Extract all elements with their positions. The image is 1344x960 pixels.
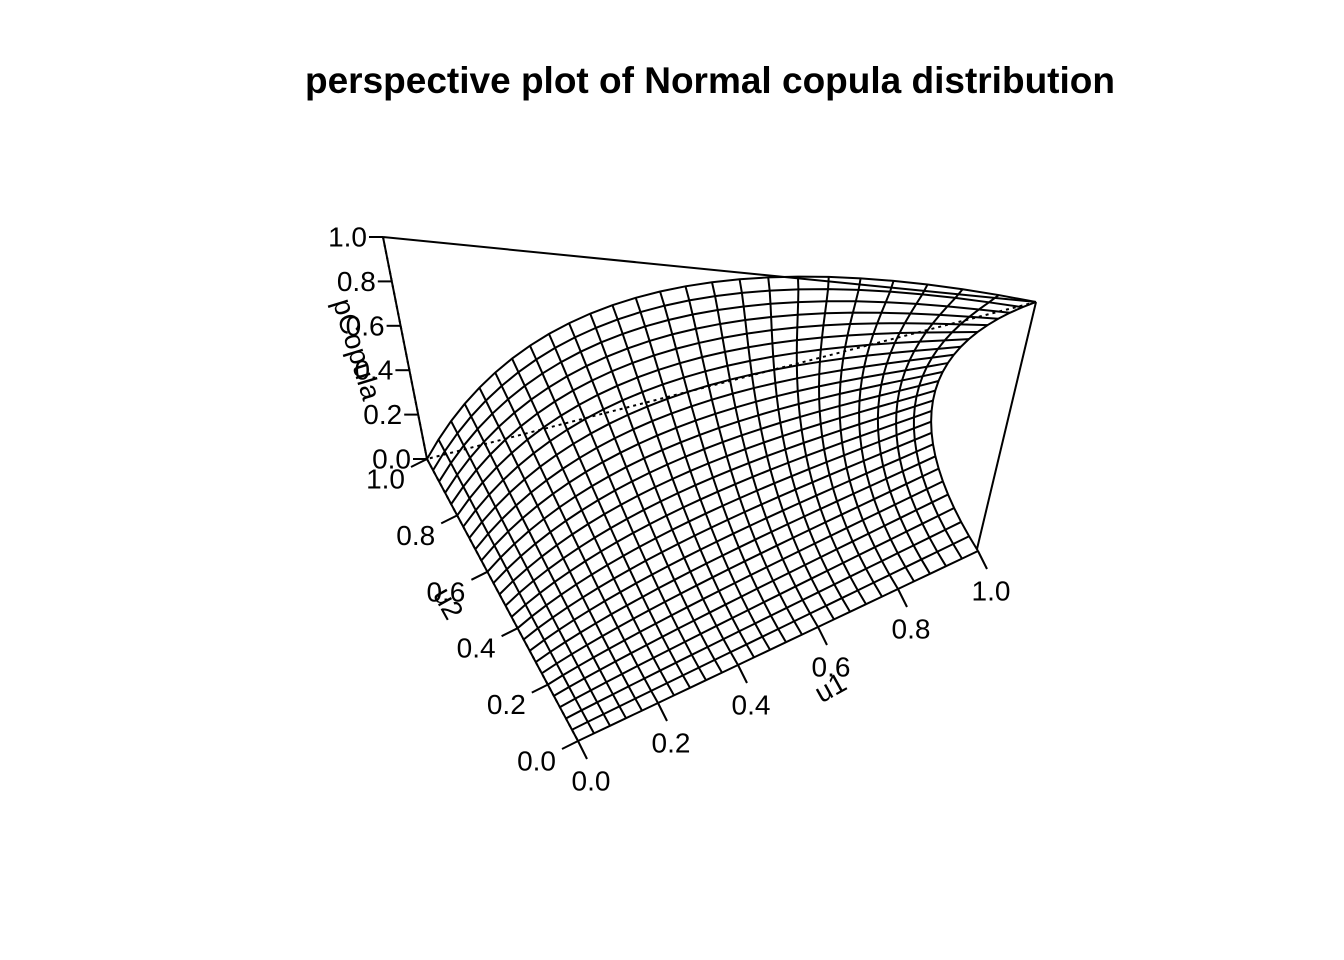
x-tick-mark [657,702,668,722]
box-edge [976,301,1037,550]
mesh-line-u1 [504,399,934,607]
mesh-line-u1 [559,507,955,709]
y-tick-label: 0.0 [517,746,556,777]
z-tick-label: 1.0 [328,222,367,253]
mesh-line-u2 [568,322,723,674]
mesh-line-u1 [547,480,944,686]
mesh-line-u2 [437,439,595,734]
y-tick-mark [410,458,428,468]
mesh-line-u2 [738,279,835,620]
mesh-line-u2 [912,294,1000,560]
mesh-line-u1 [444,311,999,494]
y-tick-label: 0.6 [426,576,465,607]
mesh-line-u1 [480,362,949,562]
mesh-line-u1 [456,330,978,516]
mesh-line-u2 [711,282,819,628]
mesh-line-u1 [565,521,962,720]
y-tick-label: 1.0 [366,464,405,495]
z-tick-label: 0.8 [337,266,376,297]
chart-title: perspective plot of Normal copula distri… [305,60,1115,101]
mesh-line-u2 [659,291,787,643]
mesh-line-u2 [818,276,883,598]
box-edge [382,236,428,460]
y-tick-label: 0.4 [457,633,496,664]
mesh-line-u1 [450,322,988,505]
mesh-line-u2 [511,358,675,696]
z-tick-label: 0.4 [354,355,393,386]
y-tick-mark [501,627,519,638]
mesh-line-u1 [468,345,961,539]
mesh-line-u1 [474,353,955,550]
mesh-line-u1 [571,535,970,731]
mesh-line-u2 [684,286,803,636]
mesh-line-u2 [930,301,1037,552]
mesh-line-u2 [611,304,755,658]
y-tick-mark [561,740,579,750]
box-edge [382,236,1037,303]
mesh-line-u1 [523,431,932,641]
mesh-line-u1 [432,288,1023,471]
x-tick-mark [977,550,988,570]
mesh-line-u1 [426,275,1037,460]
mesh-line-u1 [498,389,936,596]
box-edges [382,236,1037,550]
mesh-line-u2 [548,333,707,681]
x-tick-label: 0.0 [572,766,611,797]
mesh-line-u1 [462,338,969,528]
x-tick-mark [577,740,588,760]
y-axis: 0.0 0.2 0.4 0.6 0.8 1.0 [366,458,579,777]
z-tick-label: 0.2 [363,399,402,430]
x-tick-mark [737,664,748,684]
mesh-line-u1 [535,455,936,663]
x-tick-label: 1.0 [972,576,1011,607]
x-tick-mark [897,588,908,608]
x-tick-mark [817,626,828,646]
surface-mesh [426,275,1037,742]
mesh-line-u1 [553,493,949,697]
mesh-line-u1 [516,420,932,629]
mesh-line-u2 [529,345,691,689]
mesh-line-u2 [426,458,579,742]
mesh-line-u1 [492,380,939,584]
mesh-line-u1 [529,443,934,652]
hidden-box-edges [382,236,1037,742]
mesh-line-u1 [486,370,943,573]
mesh-line-u2 [589,313,739,666]
mesh-line-u2 [895,288,964,567]
mesh-line-u2 [838,278,899,590]
x-axis: 0.0 0.2 0.4 0.6 0.8 1.0 [572,550,1011,797]
z-tick-label: 0.6 [346,310,385,341]
mesh-line-u2 [876,284,931,575]
mesh-line-u1 [438,300,1010,483]
mesh-line-u2 [463,403,627,719]
y-tick-mark [531,683,549,694]
y-tick-label: 0.2 [487,689,526,720]
mesh-line-u1 [541,467,940,675]
mesh-line-u2 [450,420,611,727]
mesh-line-u2 [478,387,643,712]
y-tick-label: 0.8 [396,520,435,551]
x-tick-label: 0.8 [892,614,931,645]
mesh-line-u2 [795,276,867,605]
z-tick-label: 0.0 [372,444,411,475]
mesh-line-u2 [858,280,915,582]
x-tick-label: 0.2 [652,728,691,759]
x-tick-label: 0.6 [812,652,851,683]
mesh-line-u2 [767,277,851,613]
hidden-edge [426,301,1037,460]
y-tick-mark [470,570,488,581]
mesh-line-u1 [510,409,932,618]
z-axis: 0.0 0.2 0.4 0.6 0.8 1.0 [328,222,427,475]
mesh-line-u2 [634,297,771,651]
x-tick-label: 0.4 [732,690,771,721]
mesh-line-u2 [494,372,659,704]
y-tick-mark [440,514,458,525]
mesh-line-u1 [577,550,979,742]
